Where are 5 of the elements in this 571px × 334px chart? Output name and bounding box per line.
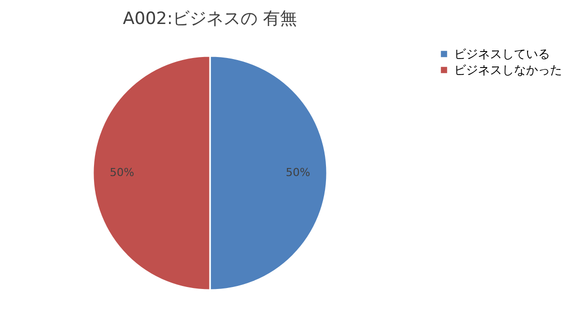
legend-label: ビジネスしなかった [454,63,562,77]
data-label: 50% [286,166,310,179]
legend-label: ビジネスしている [454,47,550,61]
data-label: 50% [110,166,134,179]
chart-title: A002:ビジネスの 有無 [122,9,298,29]
